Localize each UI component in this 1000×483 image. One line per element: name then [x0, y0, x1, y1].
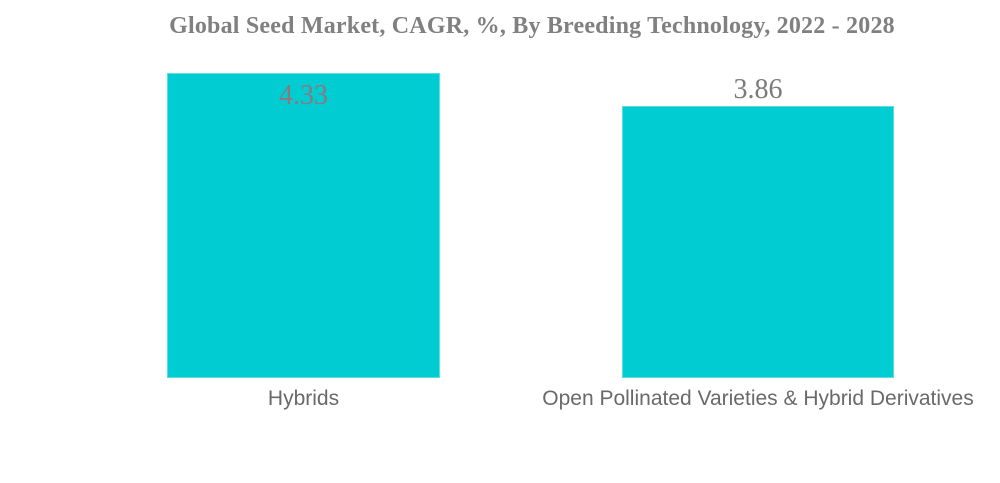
bar-hybrids — [167, 73, 440, 378]
category-label-open-pollinated-varieties: Open Pollinated Varieties & Hybrid Deriv… — [542, 387, 974, 410]
value-label-open-pollinated-varieties: 3.86 — [733, 74, 783, 105]
value-label-hybrids: 4.33 — [279, 80, 328, 111]
bar-open-pollinated-varieties — [622, 106, 894, 378]
category-label-hybrids: Hybrids — [267, 387, 340, 410]
chart-title: Global Seed Market, CAGR, %, By Breeding… — [169, 13, 895, 39]
